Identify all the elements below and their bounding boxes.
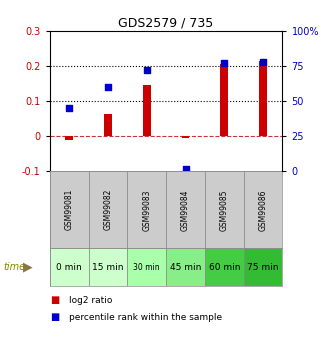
Text: GSM99081: GSM99081 xyxy=(65,189,74,230)
Bar xyxy=(244,171,282,248)
Bar xyxy=(50,248,89,286)
Bar xyxy=(166,171,205,248)
Text: ■: ■ xyxy=(50,295,59,305)
Point xyxy=(66,106,72,111)
Text: GSM99085: GSM99085 xyxy=(220,189,229,230)
Text: GSM99083: GSM99083 xyxy=(142,189,151,230)
Point xyxy=(261,59,266,65)
Bar xyxy=(50,171,89,248)
Point xyxy=(105,85,110,90)
Text: ■: ■ xyxy=(50,313,59,322)
Text: log2 ratio: log2 ratio xyxy=(69,296,112,305)
Point xyxy=(183,166,188,171)
Bar xyxy=(259,61,267,136)
Text: 60 min: 60 min xyxy=(209,263,240,272)
Text: 45 min: 45 min xyxy=(170,263,201,272)
Point xyxy=(144,68,149,73)
Bar xyxy=(205,248,244,286)
Bar xyxy=(221,65,228,136)
Text: percentile rank within the sample: percentile rank within the sample xyxy=(69,313,222,322)
Point xyxy=(222,61,227,66)
Text: 75 min: 75 min xyxy=(247,263,279,272)
Text: time: time xyxy=(3,262,25,272)
Bar xyxy=(205,171,244,248)
Text: 15 min: 15 min xyxy=(92,263,124,272)
Bar xyxy=(65,136,73,140)
Bar xyxy=(244,248,282,286)
Bar xyxy=(89,171,127,248)
Bar xyxy=(104,114,112,136)
Title: GDS2579 / 735: GDS2579 / 735 xyxy=(118,17,214,30)
Text: 30 min: 30 min xyxy=(134,263,160,272)
Bar xyxy=(182,136,189,138)
Bar xyxy=(127,248,166,286)
Text: 0 min: 0 min xyxy=(56,263,82,272)
Text: GSM99082: GSM99082 xyxy=(103,189,112,230)
Text: ▶: ▶ xyxy=(22,261,32,274)
Bar xyxy=(127,171,166,248)
Text: GSM99086: GSM99086 xyxy=(259,189,268,230)
Bar xyxy=(89,248,127,286)
Bar xyxy=(143,86,151,136)
Bar xyxy=(166,248,205,286)
Text: GSM99084: GSM99084 xyxy=(181,189,190,230)
